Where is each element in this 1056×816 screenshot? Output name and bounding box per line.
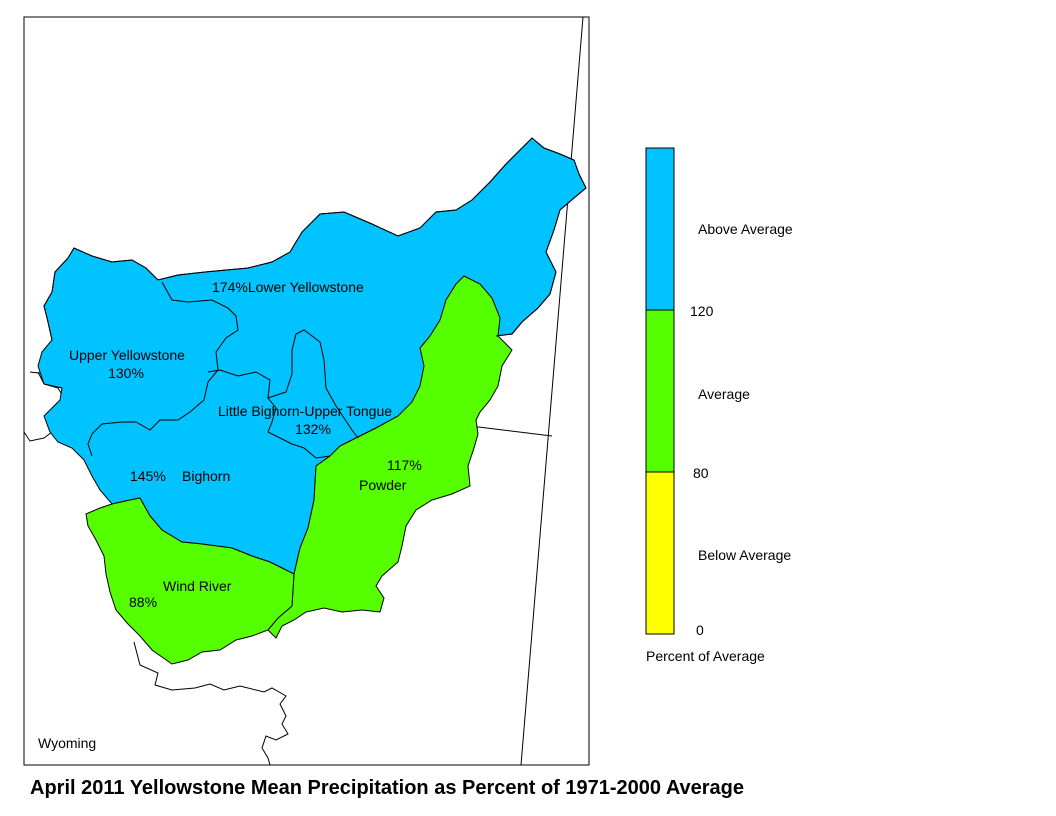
little-bighorn-name: Little Bighorn-Upper Tongue: [218, 403, 392, 419]
bighorn-name: Bighorn: [182, 468, 230, 484]
upper-yellowstone-name: Upper Yellowstone: [69, 347, 185, 363]
basin-boundaries: [87, 281, 359, 459]
state-line-east: [520, 16, 584, 766]
legend-swatch-below: [645, 471, 675, 635]
basin-outlines: [43, 137, 587, 341]
wind-river-pct: 88%: [129, 594, 157, 610]
basin-labels: 174%Lower Yellowstone Upper Yellowstone …: [38, 279, 422, 751]
basin-wind-river[interactable]: [85, 497, 295, 665]
map-title: April 2011 Yellowstone Mean Precipitatio…: [30, 777, 744, 799]
upper-yellowstone-pct: 130%: [108, 365, 144, 381]
bighorn-pct: 145%: [130, 468, 166, 484]
powder-pct: 117%: [387, 457, 422, 473]
wyoming-label: Wyoming: [38, 735, 96, 751]
legend-tick-0: 0: [696, 622, 704, 638]
legend-title: Percent of Average: [646, 648, 765, 664]
legend-tick-80: 80: [693, 465, 709, 481]
legend-swatch-above: [645, 147, 675, 311]
powder-name: Powder: [359, 477, 407, 493]
legend-swatch-average: [645, 309, 675, 473]
state-line-south: [133, 641, 289, 766]
little-bighorn-pct: 132%: [295, 421, 331, 437]
lower-yellowstone-label: 174%Lower Yellowstone: [212, 279, 364, 295]
basin-powder[interactable]: [267, 275, 513, 639]
legend: Above Average Average Below Average 120 …: [645, 147, 793, 664]
legend-label-below: Below Average: [698, 547, 791, 563]
legend-label-average: Average: [698, 386, 750, 402]
legend-label-above: Above Average: [698, 221, 793, 237]
wind-river-name: Wind River: [163, 578, 232, 594]
legend-tick-120: 120: [690, 303, 714, 319]
